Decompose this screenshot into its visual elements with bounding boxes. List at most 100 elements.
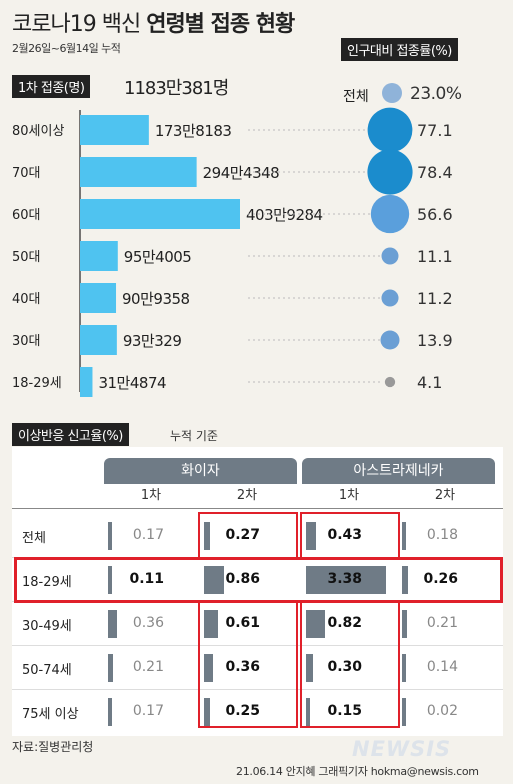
rate-cell-bar [108, 566, 112, 594]
pfizer-header: 화이자 [104, 458, 297, 484]
age-chart: 80세이상 173만8183 77.1 70대 294만4348 78.4 60대 403만9… [12, 107, 453, 397]
first-dose-total: 1183만381명 [124, 78, 229, 99]
row-label: 30-49세 [22, 619, 72, 634]
rate-cell-value: 0.36 [132, 615, 164, 631]
bar [80, 241, 118, 271]
rate-value-label: 13.9 [417, 331, 453, 350]
dose-header: 2차 [236, 488, 258, 503]
rate-tag: 인구대비 접종률(%) [341, 38, 458, 61]
rate-cell-bar [306, 566, 386, 594]
overall-rate-dot [382, 83, 402, 103]
rate-value-label: 11.1 [417, 247, 453, 266]
astrazeneca-header: 아스트라제네카 [302, 458, 495, 484]
row-label: 50-74세 [22, 663, 72, 678]
rate-cell-value: 3.38 [327, 571, 362, 587]
highlight-pfizer-2nd-bottom [198, 600, 298, 728]
bar-value-label: 403만9284 [246, 206, 323, 224]
age-label: 30대 [12, 334, 41, 349]
rate-cell-value: 0.17 [132, 527, 164, 543]
rate-cell-value: 0.25 [225, 703, 260, 719]
rate-cell-bar [204, 698, 210, 726]
row-label: 18-29세 [22, 575, 72, 590]
dose-header: 1차 [338, 488, 360, 503]
rate-cell-bar [402, 522, 407, 550]
rate-value-label: 56.6 [417, 205, 453, 224]
rate-value-label: 11.2 [417, 289, 453, 308]
bar-value-label: 93만329 [123, 332, 182, 350]
age-label: 70대 [12, 166, 41, 181]
first-dose-tag: 1차 접종(명) [12, 75, 91, 98]
header-divider [12, 508, 503, 509]
rate-cell-value: 0.26 [423, 571, 458, 587]
row-divider [12, 689, 503, 690]
rate-cell-value: 0.18 [426, 527, 458, 543]
newsis-watermark: NEWSIS [352, 737, 452, 761]
rate-cell-value: 0.21 [132, 659, 164, 675]
rate-value-label: 77.1 [417, 121, 453, 140]
age-label: 60대 [12, 208, 41, 223]
row-label: 75세 이상 [22, 707, 79, 722]
rate-cell-value: 0.02 [426, 703, 458, 719]
rate-cell-value: 0.61 [225, 615, 260, 631]
page-title: 코로나19 백신 연령별 접종 현황 [12, 6, 295, 38]
bar-value-label: 173만8183 [155, 122, 232, 140]
rate-cell-bar [402, 610, 407, 638]
rate-cell-bar [402, 698, 406, 726]
bar-value-label: 31만4874 [98, 374, 166, 392]
dose-header: 2차 [434, 488, 456, 503]
overall-rate-value: 23.0% [410, 84, 462, 104]
rate-cell-bar [204, 522, 211, 550]
bar [80, 157, 197, 187]
age-label: 80세이상 [12, 124, 64, 139]
rate-bubble [370, 194, 410, 234]
rate-cell-value: 0.27 [225, 527, 260, 543]
highlight-az-1st-bottom [300, 600, 400, 728]
rate-bubble [381, 289, 399, 307]
bar [80, 325, 117, 355]
rate-cell-bar [306, 698, 310, 726]
rate-cell-value: 0.11 [129, 571, 164, 587]
title-plain: 코로나19 백신 [12, 12, 141, 37]
age-label: 50대 [12, 250, 41, 265]
bar [80, 283, 117, 313]
rate-cell-bar [108, 522, 113, 550]
rate-cell-bar [306, 610, 326, 638]
rate-cell-bar [108, 654, 113, 682]
rate-cell-bar [402, 566, 409, 594]
rate-cell-bar [204, 654, 213, 682]
rate-cell-bar [108, 610, 117, 638]
rate-value-label: 78.4 [417, 163, 453, 182]
row-divider [12, 645, 503, 646]
age-label: 18-29세 [12, 376, 62, 391]
credit-label: 21.06.14 안지혜 그래픽기자 hokma@newsis.com [236, 765, 479, 778]
highlight-18-29-row [14, 557, 503, 603]
highlight-pfizer-2nd-top [198, 512, 298, 560]
bar-value-label: 95만4005 [124, 248, 192, 266]
rate-bubble [367, 149, 413, 195]
row-label: 전체 [22, 531, 46, 546]
bar-value-label: 294만4348 [203, 164, 280, 182]
overall-rate-label: 전체 [343, 89, 369, 105]
rate-cell-bar [108, 698, 113, 726]
rate-cell-value: 0.82 [327, 615, 362, 631]
rate-cell-value: 0.15 [327, 703, 362, 719]
dose-header: 1차 [140, 488, 162, 503]
highlight-az-1st-top [300, 512, 400, 560]
bar [80, 367, 93, 397]
rate-cell-bar [402, 654, 406, 682]
rate-cell-bar [204, 610, 219, 638]
rate-cell-value: 0.21 [426, 615, 458, 631]
rate-cell-value: 0.17 [132, 703, 164, 719]
rate-value-label: 4.1 [417, 373, 442, 392]
age-label: 40대 [12, 292, 41, 307]
adverse-note: 누적 기준 [170, 429, 218, 443]
rate-cell-value: 0.14 [426, 659, 458, 675]
rate-cell-bar [204, 566, 225, 594]
bar [80, 199, 240, 229]
adverse-tag: 이상반응 신고율(%) [12, 423, 129, 446]
rate-cell-value: 0.43 [327, 527, 362, 543]
rate-cell-value: 0.30 [327, 659, 362, 675]
rate-cell-value: 0.86 [225, 571, 260, 587]
rate-bubble [381, 247, 399, 265]
